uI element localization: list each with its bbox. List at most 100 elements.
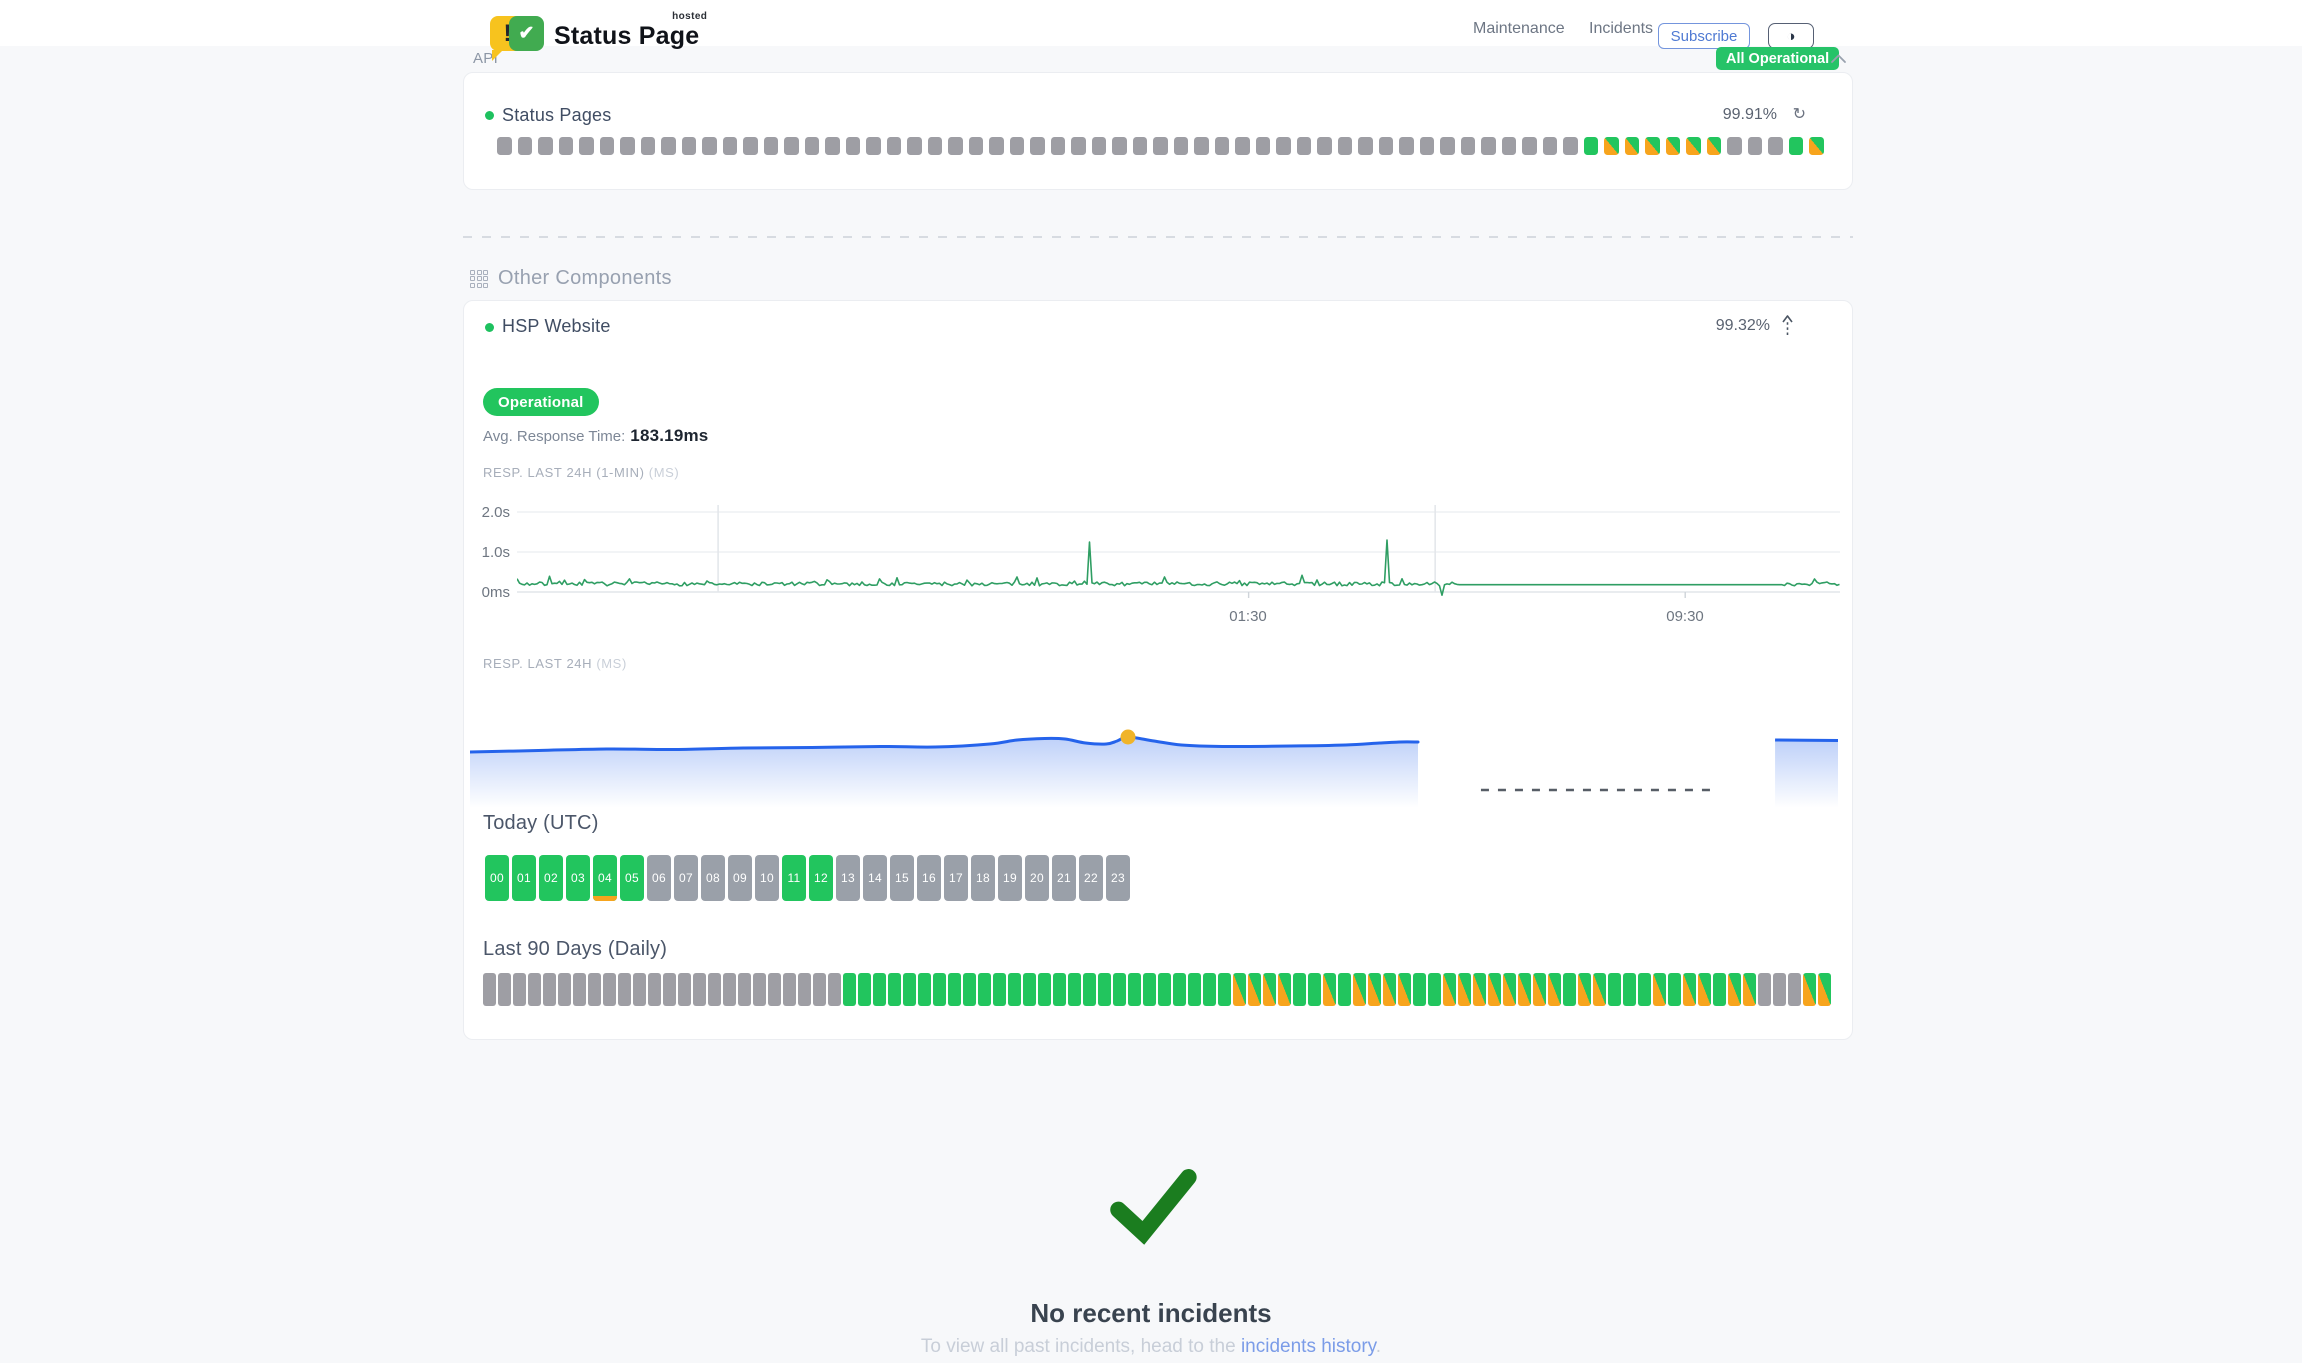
logo[interactable]: ! ✔ Status Page hosted: [490, 10, 707, 61]
uptime-bar[interactable]: [1473, 973, 1486, 1006]
incidents-history-link[interactable]: incidents history: [1240, 1336, 1376, 1357]
uptime-bar[interactable]: [927, 137, 942, 155]
uptime-bar[interactable]: [620, 137, 635, 155]
uptime-bar[interactable]: [1713, 973, 1726, 1006]
uptime-bar[interactable]: [948, 137, 963, 155]
uptime-bar[interactable]: [918, 973, 931, 1006]
uptime-bar[interactable]: [1563, 137, 1578, 155]
uptime-bar[interactable]: [693, 973, 706, 1006]
uptime-bar[interactable]: [1083, 973, 1096, 1006]
uptime-bar[interactable]: [1398, 973, 1411, 1006]
uptime-bar[interactable]: [1296, 137, 1311, 155]
uptime-bar[interactable]: [1383, 973, 1396, 1006]
uptime-bar[interactable]: [813, 973, 826, 1006]
hour-block-21[interactable]: 21: [1052, 855, 1076, 901]
hour-block-05[interactable]: 05: [620, 855, 644, 901]
uptime-bar[interactable]: [1276, 137, 1291, 155]
uptime-bar[interactable]: [681, 137, 696, 155]
uptime-bar[interactable]: [1128, 973, 1141, 1006]
uptime-bar[interactable]: [1132, 137, 1147, 155]
hour-block-16[interactable]: 16: [917, 855, 941, 901]
uptime-bar[interactable]: [989, 137, 1004, 155]
uptime-bar[interactable]: [1173, 137, 1188, 155]
uptime-bar[interactable]: [753, 973, 766, 1006]
hour-block-09[interactable]: 09: [728, 855, 752, 901]
uptime-bar[interactable]: [573, 973, 586, 1006]
uptime-bar[interactable]: [1458, 973, 1471, 1006]
uptime-bar[interactable]: [1038, 973, 1051, 1006]
hour-block-20[interactable]: 20: [1025, 855, 1049, 901]
uptime-bar[interactable]: [1503, 973, 1516, 1006]
uptime-bar[interactable]: [1023, 973, 1036, 1006]
hour-block-04[interactable]: 04: [593, 855, 617, 901]
uptime-bar[interactable]: [858, 973, 871, 1006]
uptime-bar[interactable]: [599, 137, 614, 155]
uptime-bar[interactable]: [1623, 973, 1636, 1006]
response-time-line-chart[interactable]: [517, 505, 1840, 605]
hour-block-02[interactable]: 02: [539, 855, 563, 901]
uptime-bar[interactable]: [1112, 137, 1127, 155]
uptime-bar[interactable]: [1030, 137, 1045, 155]
uptime-bar[interactable]: [1624, 137, 1639, 155]
uptime-bar[interactable]: [1071, 137, 1086, 155]
uptime-bar[interactable]: [1158, 973, 1171, 1006]
subscribe-button[interactable]: Subscribe: [1658, 23, 1750, 49]
hour-block-10[interactable]: 10: [755, 855, 779, 901]
uptime-bar[interactable]: [1608, 973, 1621, 1006]
uptime-bar[interactable]: [828, 973, 841, 1006]
uptime-bar[interactable]: [1481, 137, 1496, 155]
uptime-bar[interactable]: [603, 973, 616, 1006]
uptime-bar[interactable]: [1548, 973, 1561, 1006]
uptime-bar[interactable]: [1706, 137, 1721, 155]
uptime-bar[interactable]: [1428, 973, 1441, 1006]
uptime-bar[interactable]: [1413, 973, 1426, 1006]
uptime-bar[interactable]: [513, 973, 526, 1006]
uptime-bar[interactable]: [993, 973, 1006, 1006]
uptime-bar[interactable]: [708, 973, 721, 1006]
uptime-bar[interactable]: [1173, 973, 1186, 1006]
uptime-bar[interactable]: [1235, 137, 1250, 155]
uptime-bar[interactable]: [886, 137, 901, 155]
uptime-bar[interactable]: [1009, 137, 1024, 155]
uptime-bar[interactable]: [1583, 137, 1598, 155]
hour-block-01[interactable]: 01: [512, 855, 536, 901]
uptime-bar[interactable]: [1248, 973, 1261, 1006]
uptime-bar[interactable]: [888, 973, 901, 1006]
uptime-bar[interactable]: [722, 137, 737, 155]
uptime-bar[interactable]: [1809, 137, 1824, 155]
uptime-bar[interactable]: [1522, 137, 1537, 155]
uptime-bar[interactable]: [588, 973, 601, 1006]
uptime-bar[interactable]: [1604, 137, 1619, 155]
uptime-bar[interactable]: [1399, 137, 1414, 155]
hour-block-07[interactable]: 07: [674, 855, 698, 901]
uptime-bar[interactable]: [1645, 137, 1660, 155]
uptime-bar[interactable]: [1788, 973, 1801, 1006]
uptime-bar[interactable]: [1578, 973, 1591, 1006]
uptime-bar[interactable]: [963, 973, 976, 1006]
uptime-bar[interactable]: [1533, 973, 1546, 1006]
uptime-bar[interactable]: [648, 973, 661, 1006]
uptime-bar[interactable]: [1758, 973, 1771, 1006]
hour-block-17[interactable]: 17: [944, 855, 968, 901]
uptime-bar[interactable]: [702, 137, 717, 155]
uptime-bar[interactable]: [1218, 973, 1231, 1006]
uptime-bar[interactable]: [543, 973, 556, 1006]
response-time-area-chart[interactable]: [470, 688, 1838, 810]
uptime-bar[interactable]: [1686, 137, 1701, 155]
hour-block-22[interactable]: 22: [1079, 855, 1103, 901]
uptime-bar[interactable]: [1518, 973, 1531, 1006]
refresh-icon[interactable]: ↻: [1792, 106, 1806, 123]
uptime-bar[interactable]: [738, 973, 751, 1006]
uptime-bar[interactable]: [1323, 973, 1336, 1006]
hour-block-06[interactable]: 06: [647, 855, 671, 901]
uptime-bar[interactable]: [1188, 973, 1201, 1006]
hour-block-03[interactable]: 03: [566, 855, 590, 901]
uptime-bar[interactable]: [1098, 973, 1111, 1006]
uptime-bar[interactable]: [640, 137, 655, 155]
uptime-bar[interactable]: [1803, 973, 1816, 1006]
uptime-bar[interactable]: [1338, 973, 1351, 1006]
uptime-bar[interactable]: [1488, 973, 1501, 1006]
uptime-bar[interactable]: [1337, 137, 1352, 155]
uptime-bar[interactable]: [1768, 137, 1783, 155]
uptime-bar[interactable]: [798, 973, 811, 1006]
